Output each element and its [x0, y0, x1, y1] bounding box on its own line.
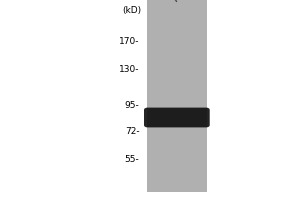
Text: 95-: 95-: [125, 102, 140, 110]
Text: 55-: 55-: [125, 156, 140, 164]
Text: 170-: 170-: [119, 38, 140, 46]
Text: 72-: 72-: [125, 127, 140, 136]
FancyBboxPatch shape: [144, 108, 210, 127]
Text: (kD): (kD): [122, 6, 141, 15]
Bar: [147, 0, 207, 192]
Text: HuvEc: HuvEc: [172, 0, 199, 3]
Text: 130-: 130-: [119, 66, 140, 74]
